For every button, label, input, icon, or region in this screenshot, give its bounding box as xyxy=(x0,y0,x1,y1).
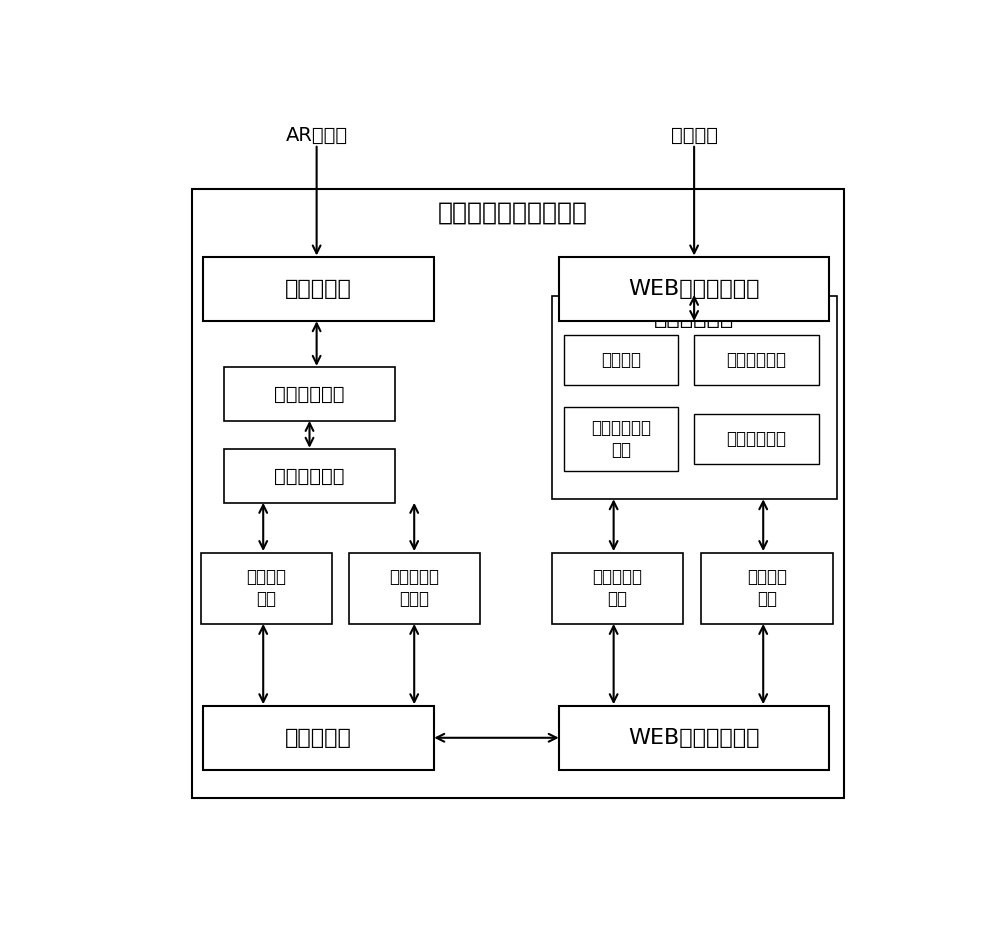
Text: WEB后台管理入口: WEB后台管理入口 xyxy=(628,279,760,299)
Text: 运营人员: 运营人员 xyxy=(671,127,718,145)
Text: 云计算系统: 云计算系统 xyxy=(285,728,352,747)
Bar xyxy=(559,706,829,770)
Bar xyxy=(701,552,833,623)
Text: 云服务接口: 云服务接口 xyxy=(285,279,352,299)
Text: AR客户端: AR客户端 xyxy=(286,127,348,145)
Bar xyxy=(203,706,434,770)
Text: 分布式检索
系统: 分布式检索 系统 xyxy=(593,568,643,609)
Text: WEB后台管理入口: WEB后台管理入口 xyxy=(628,728,760,747)
Bar xyxy=(552,296,837,500)
Text: 数据分析逻辑
管理: 数据分析逻辑 管理 xyxy=(591,418,651,459)
Text: 内容推送系统: 内容推送系统 xyxy=(274,385,345,403)
Text: 用户数据分
析系统: 用户数据分 析系统 xyxy=(390,568,440,609)
Text: 物料管理: 物料管理 xyxy=(601,352,641,369)
Bar xyxy=(552,552,683,623)
Bar xyxy=(192,190,844,798)
Bar xyxy=(224,367,395,421)
Text: 图片识别物料管理平台: 图片识别物料管理平台 xyxy=(438,200,588,224)
Bar xyxy=(559,257,829,321)
Text: 数据采集
系统: 数据采集 系统 xyxy=(747,568,787,609)
Text: 定位位置管理: 定位位置管理 xyxy=(726,429,786,448)
Bar xyxy=(564,336,678,385)
Text: 展示效果管理: 展示效果管理 xyxy=(726,352,786,369)
Bar xyxy=(694,413,819,463)
Bar xyxy=(203,257,434,321)
Bar xyxy=(201,552,332,623)
Text: 图像识别
系统: 图像识别 系统 xyxy=(246,568,286,609)
Bar xyxy=(564,407,678,471)
Bar xyxy=(694,336,819,385)
Bar xyxy=(349,552,480,623)
Text: 物料筛选系统: 物料筛选系统 xyxy=(274,466,345,486)
Bar xyxy=(224,450,395,503)
Text: 后台管理系统: 后台管理系统 xyxy=(654,307,734,327)
